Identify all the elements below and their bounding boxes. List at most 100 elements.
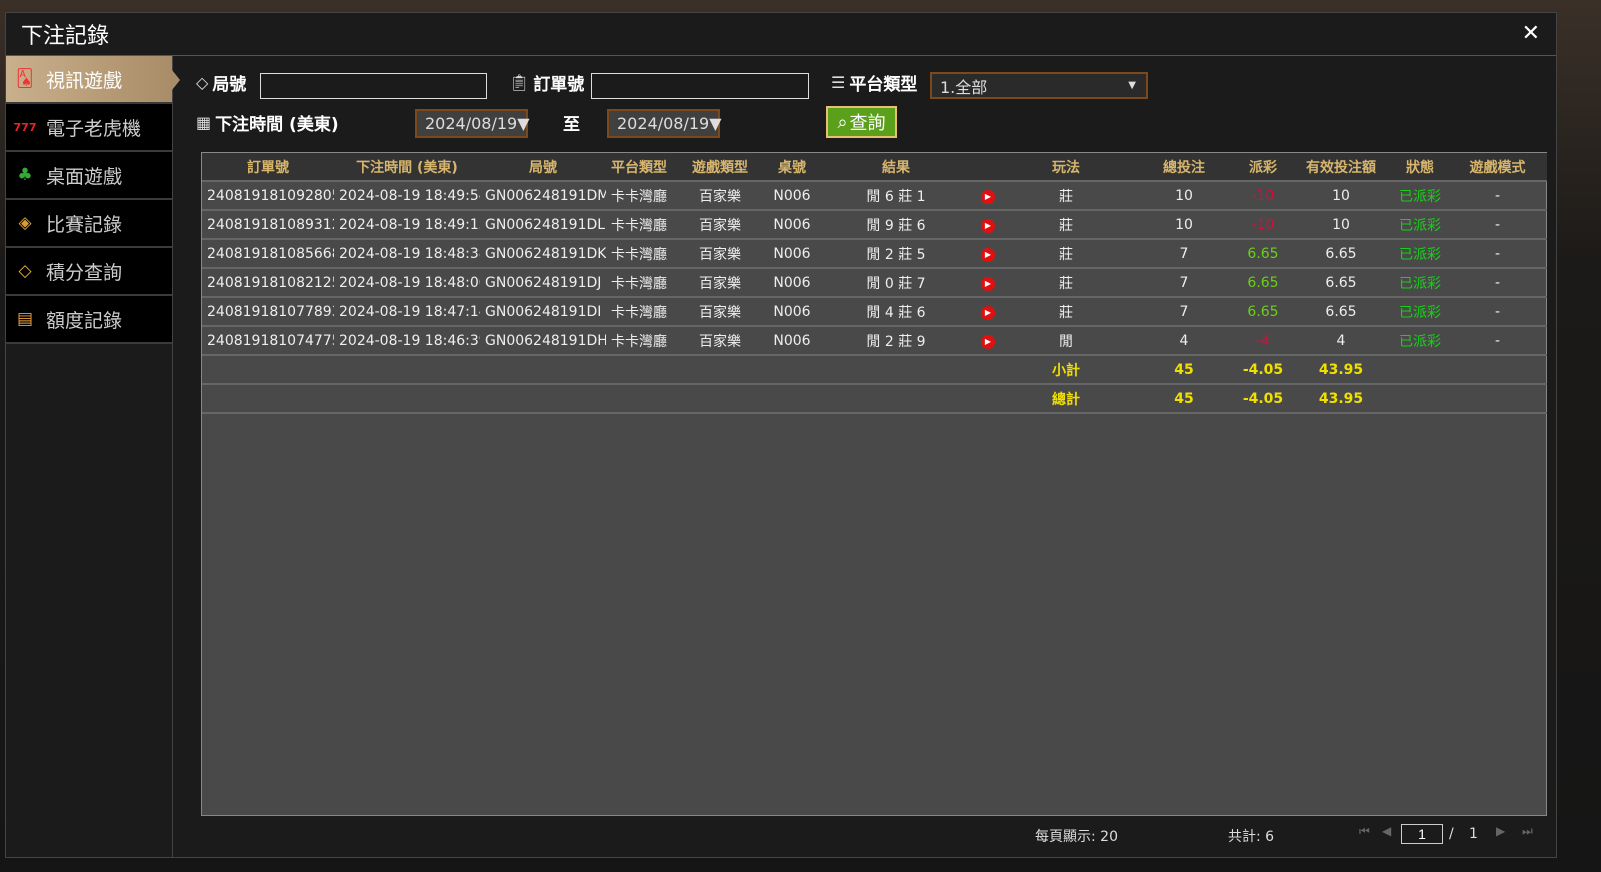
first-page-icon[interactable]: ⏮ [1359, 824, 1370, 838]
table-cell: - [1448, 181, 1547, 211]
sidebar-item-1[interactable]: 777 電子老虎機 [6, 104, 172, 152]
order-input[interactable] [591, 73, 809, 99]
table-cell: GN006248191DI [480, 297, 606, 327]
table-cell: - [1448, 239, 1547, 269]
total-cell: 總計 [1000, 384, 1132, 414]
table-cell: 閒 9 莊 6 [816, 210, 976, 240]
sidebar-item-label: 視訊遊戲 [46, 69, 123, 92]
sidebar-item-0[interactable]: 🂡 視訊遊戲 [6, 56, 180, 104]
table-cell: 卡卡灣廳 [606, 268, 672, 298]
play-icon[interactable]: ▶ [981, 306, 995, 320]
column-header: 平台類型 [606, 153, 672, 182]
table-cell: -4 [1236, 326, 1290, 356]
table-cell: -10 [1236, 210, 1290, 240]
play-icon[interactable]: ▶ [981, 277, 995, 291]
replay-cell: ▶ [976, 297, 1000, 327]
table-cell: 已派彩 [1392, 268, 1448, 298]
total-cell [606, 384, 672, 414]
table-cell: N006 [768, 268, 816, 298]
table-cell: 已派彩 [1392, 181, 1448, 211]
table-cell: 已派彩 [1392, 210, 1448, 240]
sidebar-icon-0: 🂡 [16, 69, 34, 89]
table-cell: 7 [1132, 297, 1236, 327]
total-cell [672, 384, 768, 414]
search-label: 查詢 [849, 113, 886, 134]
table-cell: 閒 6 莊 1 [816, 181, 976, 211]
close-icon[interactable]: ✕ [1521, 21, 1540, 46]
search-button[interactable]: ⌕ 查詢 [826, 106, 897, 138]
date-to-select[interactable]: 2024/08/19▼ [607, 109, 722, 138]
date-from-select[interactable]: 2024/08/19▼ [415, 109, 530, 138]
table-cell: 240819181077893 [202, 297, 334, 327]
table-cell: 6.65 [1290, 239, 1392, 269]
column-header: 派彩 [1236, 153, 1290, 182]
play-icon[interactable]: ▶ [981, 335, 995, 349]
order-label-text: 訂單號 [533, 75, 585, 95]
column-header: 下注時間 (美東) [334, 153, 480, 182]
total-cell [202, 355, 334, 385]
replay-cell: ▶ [976, 181, 1000, 211]
table-row: 240819181074775 2024-08-19 18:46:39 GN0062… [202, 326, 1547, 356]
total-cell: 43.95 [1290, 355, 1392, 385]
table-cell: 240819181082125 [202, 268, 334, 298]
table-cell: 6.65 [1236, 297, 1290, 327]
table-cell: 卡卡灣廳 [606, 326, 672, 356]
table-cell: 已派彩 [1392, 239, 1448, 269]
clipboard-icon: 📋︎ [509, 73, 530, 92]
prev-page-icon[interactable]: ◀ [1382, 824, 1392, 838]
table-cell: 閒 2 莊 9 [816, 326, 976, 356]
sidebar-item-label: 桌面遊戲 [46, 165, 123, 188]
table-cell: 卡卡灣廳 [606, 297, 672, 327]
table-cell: 卡卡灣廳 [606, 181, 672, 211]
total-cell [976, 355, 1000, 385]
table-cell: 閒 [1000, 326, 1132, 356]
table-cell: 閒 4 莊 6 [816, 297, 976, 327]
round-input[interactable] [260, 73, 487, 99]
sidebar-item-label: 積分查詢 [46, 261, 123, 284]
table-cell: 6.65 [1290, 297, 1392, 327]
sidebar-item-4[interactable]: ◇ 積分查詢 [6, 248, 172, 296]
tag-icon: ◇ [196, 73, 209, 92]
table-cell: GN006248191DK [480, 239, 606, 269]
table-cell: 百家樂 [672, 268, 768, 298]
total-cell [1392, 384, 1448, 414]
table-cell: 7 [1132, 239, 1236, 269]
page-input[interactable] [1401, 824, 1443, 844]
table-cell: - [1448, 268, 1547, 298]
table-cell: 240819181089312 [202, 210, 334, 240]
table-cell: 2024-08-19 18:48:00 [334, 268, 480, 298]
replay-cell: ▶ [976, 326, 1000, 356]
total-cell: -4.05 [1236, 384, 1290, 414]
total-cell: -4.05 [1236, 355, 1290, 385]
table-cell: 閒 2 莊 5 [816, 239, 976, 269]
last-page-icon[interactable]: ⏭ [1522, 824, 1533, 838]
total-cell: 45 [1132, 355, 1236, 385]
table-cell: 莊 [1000, 210, 1132, 240]
play-icon[interactable]: ▶ [981, 248, 995, 262]
total-cell [1448, 384, 1547, 414]
sidebar-item-2[interactable]: ♣ 桌面遊戲 [6, 152, 172, 200]
sidebar-item-5[interactable]: ▤ 額度記錄 [6, 296, 172, 344]
platform-select[interactable]: 1.全部 ▼ [930, 72, 1148, 99]
play-icon[interactable]: ▶ [981, 219, 995, 233]
total-cell [334, 384, 480, 414]
table-row: 240819181085668 2024-08-19 18:48:38 GN0062… [202, 239, 1547, 269]
sidebar-item-label: 比賽記錄 [46, 213, 123, 236]
sidebar-item-3[interactable]: ◈ 比賽記錄 [6, 200, 172, 248]
bet-record-window: 下注記錄 ✕ 🂡 視訊遊戲 777 電子老虎機 ♣ 桌面遊戲 ◈ 比賽記錄 ◇ 積分查詢 ▤ 額度記錄… [5, 12, 1557, 858]
column-header: 訂單號 [202, 153, 334, 182]
total-cell: 小計 [1000, 355, 1132, 385]
total-cell: 43.95 [1290, 384, 1392, 414]
calendar-icon: ▦ [196, 113, 212, 132]
content: ◇ 局號 📋︎ 訂單號 ☰ 平台類型 1.全部 ▼ ▦ 下注時間 (美東) 2024/08… [196, 56, 1556, 857]
next-page-icon[interactable]: ▶ [1496, 824, 1506, 838]
sidebar: 🂡 視訊遊戲 777 電子老虎機 ♣ 桌面遊戲 ◈ 比賽記錄 ◇ 積分查詢 ▤ 額度記錄 [6, 56, 180, 857]
table-cell: N006 [768, 210, 816, 240]
sidebar-icon-5: ▤ [16, 309, 34, 329]
column-header: 遊戲類型 [672, 153, 768, 182]
replay-cell: ▶ [976, 268, 1000, 298]
column-header [976, 153, 1000, 182]
total-cell [768, 384, 816, 414]
replay-cell: ▶ [976, 210, 1000, 240]
play-icon[interactable]: ▶ [981, 190, 995, 204]
